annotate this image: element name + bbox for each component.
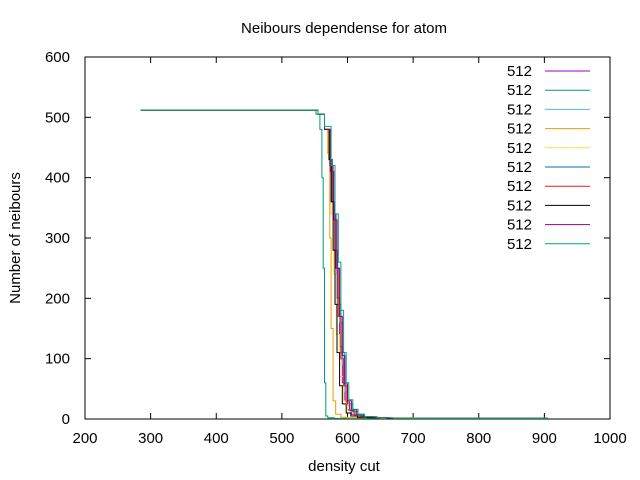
y-tick-label: 500	[45, 109, 70, 126]
series-lines	[140, 109, 548, 419]
y-tick-label: 600	[45, 49, 70, 66]
series-line	[140, 109, 548, 419]
y-axis: 0 100 200 300 400 500 600	[45, 49, 610, 428]
legend-label: 512	[507, 63, 532, 80]
x-axis-title: density cut	[308, 458, 381, 475]
x-tick-label: 1000	[593, 430, 626, 447]
x-tick-label: 800	[466, 430, 491, 447]
legend-label: 512	[507, 197, 532, 214]
legend-label: 512	[507, 101, 532, 118]
x-tick-label: 300	[138, 430, 163, 447]
y-tick-label: 400	[45, 170, 70, 187]
x-axis: 200 300 400 500 600 700 800 900 1000	[72, 57, 627, 447]
x-tick-label: 400	[204, 430, 229, 447]
y-tick-label: 100	[45, 351, 70, 368]
y-tick-label: 200	[45, 290, 70, 307]
legend-label: 512	[507, 217, 532, 234]
y-tick-label: 0	[62, 411, 70, 428]
legend-label: 512	[507, 121, 532, 138]
legend-label: 512	[507, 82, 532, 99]
x-tick-label: 600	[335, 430, 360, 447]
series-line	[140, 109, 548, 419]
series-line	[140, 109, 548, 419]
y-axis-title: Number of neibours	[7, 172, 24, 304]
x-tick-label: 200	[72, 430, 97, 447]
x-tick-label: 900	[532, 430, 557, 447]
x-tick-label: 700	[401, 430, 426, 447]
legend-label: 512	[507, 178, 532, 195]
legend-label: 512	[507, 140, 532, 157]
legend-label: 512	[507, 159, 532, 176]
chart-title: Neibours dependense for atom	[241, 20, 447, 37]
x-tick-label: 500	[269, 430, 294, 447]
legend-label: 512	[507, 236, 532, 253]
y-tick-label: 300	[45, 230, 70, 247]
legend: 512 512 512 512 512 512 512 512 512 512	[507, 63, 590, 253]
